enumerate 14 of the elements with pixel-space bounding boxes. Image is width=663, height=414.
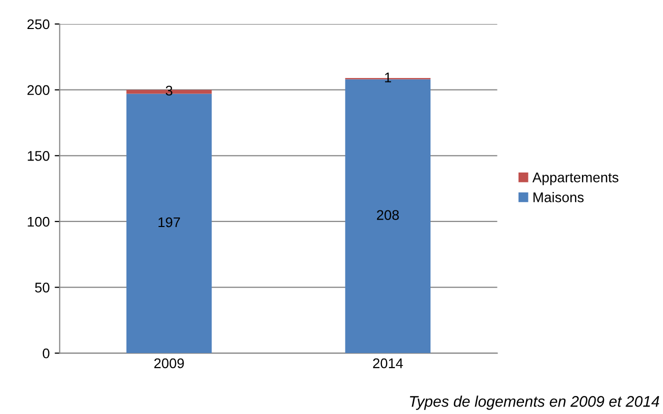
x-tick-label: 2009 — [154, 358, 184, 368]
y-tick-label: 250 — [27, 19, 50, 30]
data-label: 208 — [376, 210, 399, 220]
y-tick-label: 0 — [42, 348, 50, 358]
legend-label: Appartements — [532, 172, 618, 186]
data-label: 197 — [158, 217, 180, 228]
legend-label: Maisons — [534, 192, 584, 202]
y-tick-label: 50 — [35, 282, 50, 292]
bar — [126, 94, 212, 354]
text: Types de logements en 2009 et 2014 — [410, 396, 660, 410]
y-tick-label: 100 — [28, 216, 50, 227]
x-tick-label: 2014 — [373, 358, 403, 368]
y-tick-label: 150 — [28, 151, 50, 161]
y-tick-label: 200 — [27, 85, 50, 96]
